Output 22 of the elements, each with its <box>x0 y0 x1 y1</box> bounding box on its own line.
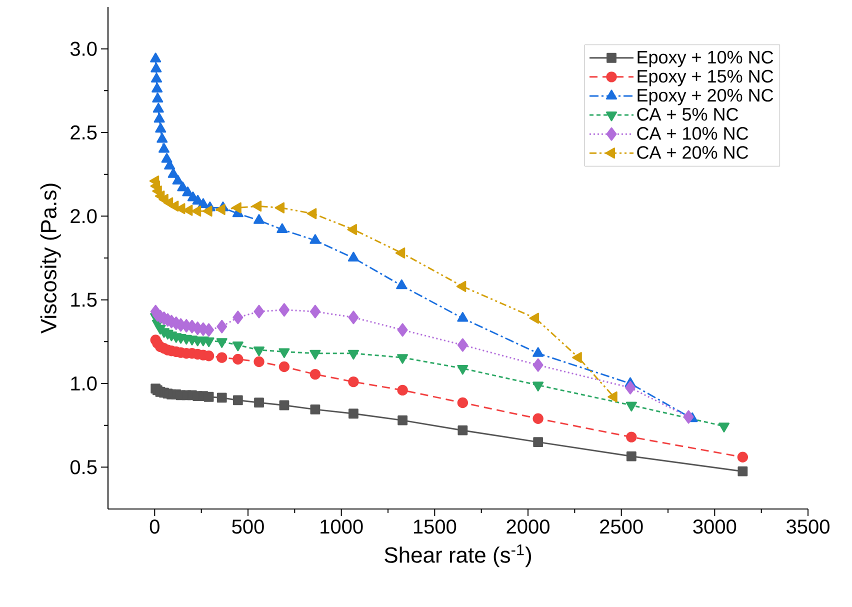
legend-label: Epoxy + 15% NC <box>638 70 774 86</box>
legend-label: CA + 5% NC <box>637 108 738 121</box>
x-tick-label: 500 <box>232 520 264 534</box>
x-tick-label: 1000 <box>320 520 363 534</box>
x-tick-label: 3000 <box>693 520 736 534</box>
y-tick-label: 2.5 <box>70 125 97 140</box>
x-tick-label: 2000 <box>506 520 550 534</box>
y-tick-label: 0.5 <box>70 460 97 474</box>
legend-label: CA + 10% NC <box>637 127 748 140</box>
x-tick-label: 0 <box>150 520 160 534</box>
y-axis-title: Viscosity (Pa.s) <box>40 184 61 334</box>
legend-label: Epoxy + 20% NC <box>638 88 774 106</box>
y-tick-label: 1.5 <box>71 292 97 307</box>
y-tick-label: 2.0 <box>70 209 97 224</box>
x-axis-title: Shear rate (s$^{-1}$) <box>384 544 531 568</box>
x-tick-label: 1500 <box>414 520 456 534</box>
x-tick-label: 2500 <box>600 520 643 534</box>
y-tick-label: 1.0 <box>71 376 97 391</box>
y-tick-label: 3.0 <box>70 42 97 56</box>
legend-label: CA + 20% NC <box>637 146 748 159</box>
legend-label: Epoxy + 10% NC <box>638 50 774 68</box>
x-tick-label: 3500 <box>786 520 830 534</box>
